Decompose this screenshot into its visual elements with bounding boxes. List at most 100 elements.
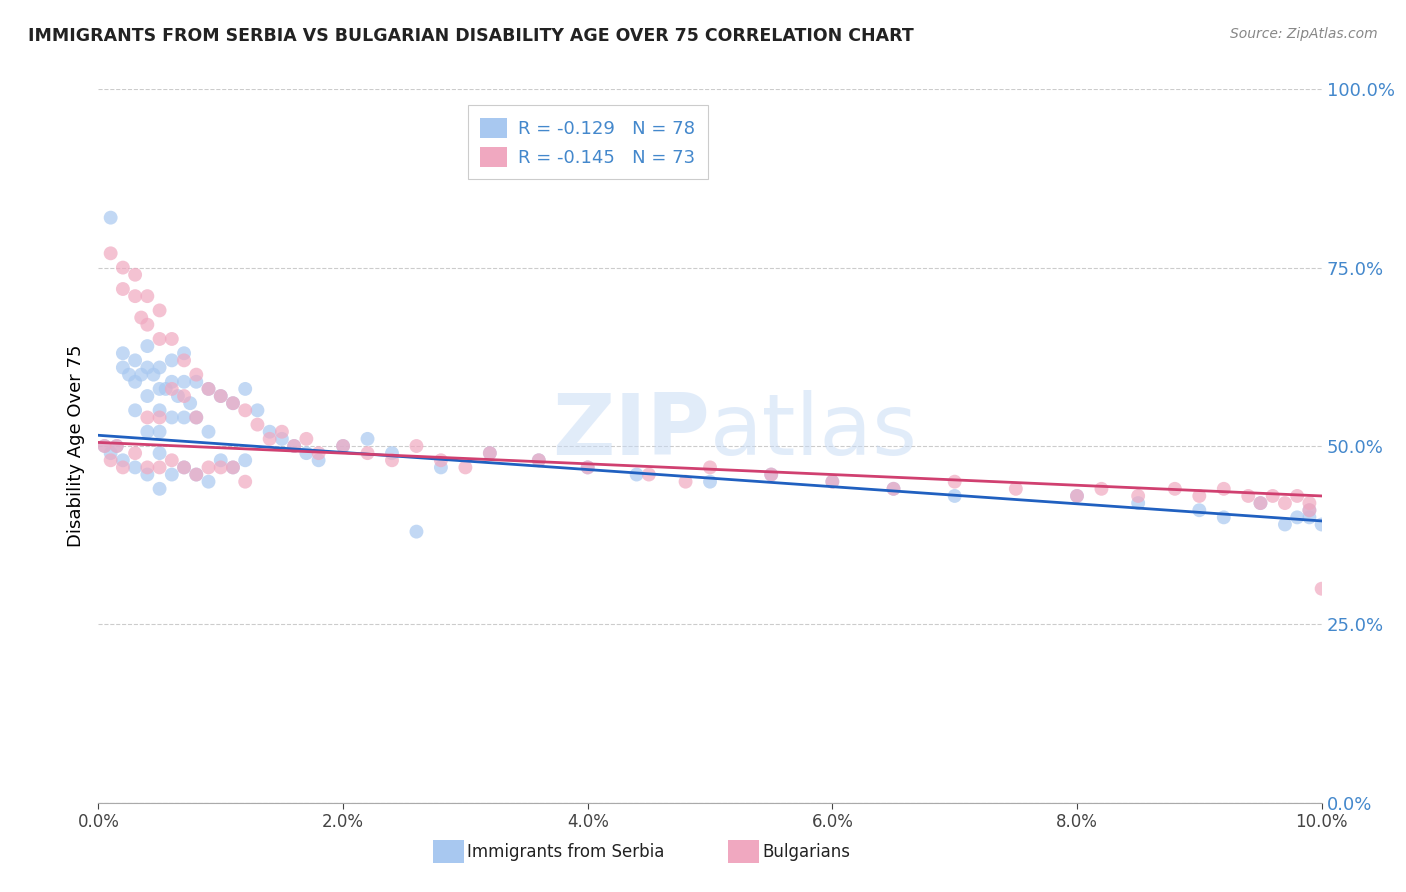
Legend: R = -0.129   N = 78, R = -0.145   N = 73: R = -0.129 N = 78, R = -0.145 N = 73: [468, 105, 707, 179]
Point: [576, 460, 599, 475]
Text: Immigrants from Serbia: Immigrants from Serbia: [467, 843, 664, 861]
Point: [186, 467, 208, 482]
Point: [1249, 496, 1271, 510]
Point: [173, 375, 195, 389]
Point: [1298, 503, 1320, 517]
Point: [124, 353, 146, 368]
Point: [149, 446, 172, 460]
Point: [160, 453, 183, 467]
Text: IMMIGRANTS FROM SERBIA VS BULGARIAN DISABILITY AGE OVER 75 CORRELATION CHART: IMMIGRANTS FROM SERBIA VS BULGARIAN DISA…: [28, 27, 914, 45]
Point: [246, 417, 269, 432]
Point: [186, 467, 208, 482]
Point: [124, 375, 146, 389]
Point: [943, 489, 966, 503]
Point: [100, 246, 122, 260]
Point: [124, 289, 146, 303]
Point: [209, 389, 232, 403]
Point: [233, 382, 256, 396]
Point: [1212, 482, 1234, 496]
Point: [136, 410, 159, 425]
Point: [155, 382, 177, 396]
Point: [160, 382, 183, 396]
Point: [179, 396, 201, 410]
Point: [1274, 517, 1296, 532]
Point: [160, 332, 183, 346]
Point: [883, 482, 905, 496]
Point: [1066, 489, 1088, 503]
Point: [111, 453, 134, 467]
Point: [1212, 510, 1234, 524]
Point: [233, 403, 256, 417]
Point: [124, 446, 146, 460]
Point: [149, 460, 172, 475]
Point: [430, 460, 453, 475]
Point: [129, 310, 152, 325]
Point: [381, 453, 404, 467]
Point: [527, 453, 550, 467]
Point: [136, 460, 159, 475]
Point: [1164, 482, 1187, 496]
Point: [136, 360, 159, 375]
Point: [1090, 482, 1112, 496]
Point: [149, 360, 172, 375]
Point: [160, 410, 183, 425]
Point: [149, 403, 172, 417]
Point: [124, 268, 146, 282]
Point: [1188, 503, 1211, 517]
Point: [100, 453, 122, 467]
Point: [111, 282, 134, 296]
Point: [759, 467, 782, 482]
Point: [1249, 496, 1271, 510]
Point: [332, 439, 354, 453]
Point: [626, 467, 648, 482]
Point: [209, 453, 232, 467]
Point: [430, 453, 453, 467]
Point: [136, 318, 159, 332]
Point: [136, 425, 159, 439]
Point: [100, 446, 122, 460]
Point: [173, 460, 195, 475]
Point: [129, 368, 152, 382]
Point: [1188, 489, 1211, 503]
Point: [186, 410, 208, 425]
Point: [821, 475, 844, 489]
Point: [405, 439, 427, 453]
Point: [295, 446, 318, 460]
Point: [209, 389, 232, 403]
Point: [124, 403, 146, 417]
Point: [356, 432, 378, 446]
Point: [136, 289, 159, 303]
Point: [1274, 496, 1296, 510]
Point: [478, 446, 501, 460]
Point: [100, 211, 122, 225]
Point: [1066, 489, 1088, 503]
Point: [111, 260, 134, 275]
Point: [149, 482, 172, 496]
Point: [759, 467, 782, 482]
Point: [308, 453, 330, 467]
Point: [283, 439, 305, 453]
Point: [209, 460, 232, 475]
Point: [246, 403, 269, 417]
Point: [222, 460, 245, 475]
Point: [105, 439, 128, 453]
Point: [186, 368, 208, 382]
Point: [295, 432, 318, 446]
Point: [1310, 517, 1333, 532]
Point: [173, 353, 195, 368]
Point: [167, 389, 190, 403]
Point: [576, 460, 599, 475]
Point: [160, 353, 183, 368]
Y-axis label: Disability Age Over 75: Disability Age Over 75: [66, 344, 84, 548]
Point: [149, 410, 172, 425]
Point: [1128, 489, 1150, 503]
Point: [821, 475, 844, 489]
Point: [197, 475, 219, 489]
Point: [111, 460, 134, 475]
Point: [222, 396, 245, 410]
Point: [197, 382, 219, 396]
Point: [173, 410, 195, 425]
Point: [259, 425, 281, 439]
Point: [1004, 482, 1026, 496]
Point: [405, 524, 427, 539]
